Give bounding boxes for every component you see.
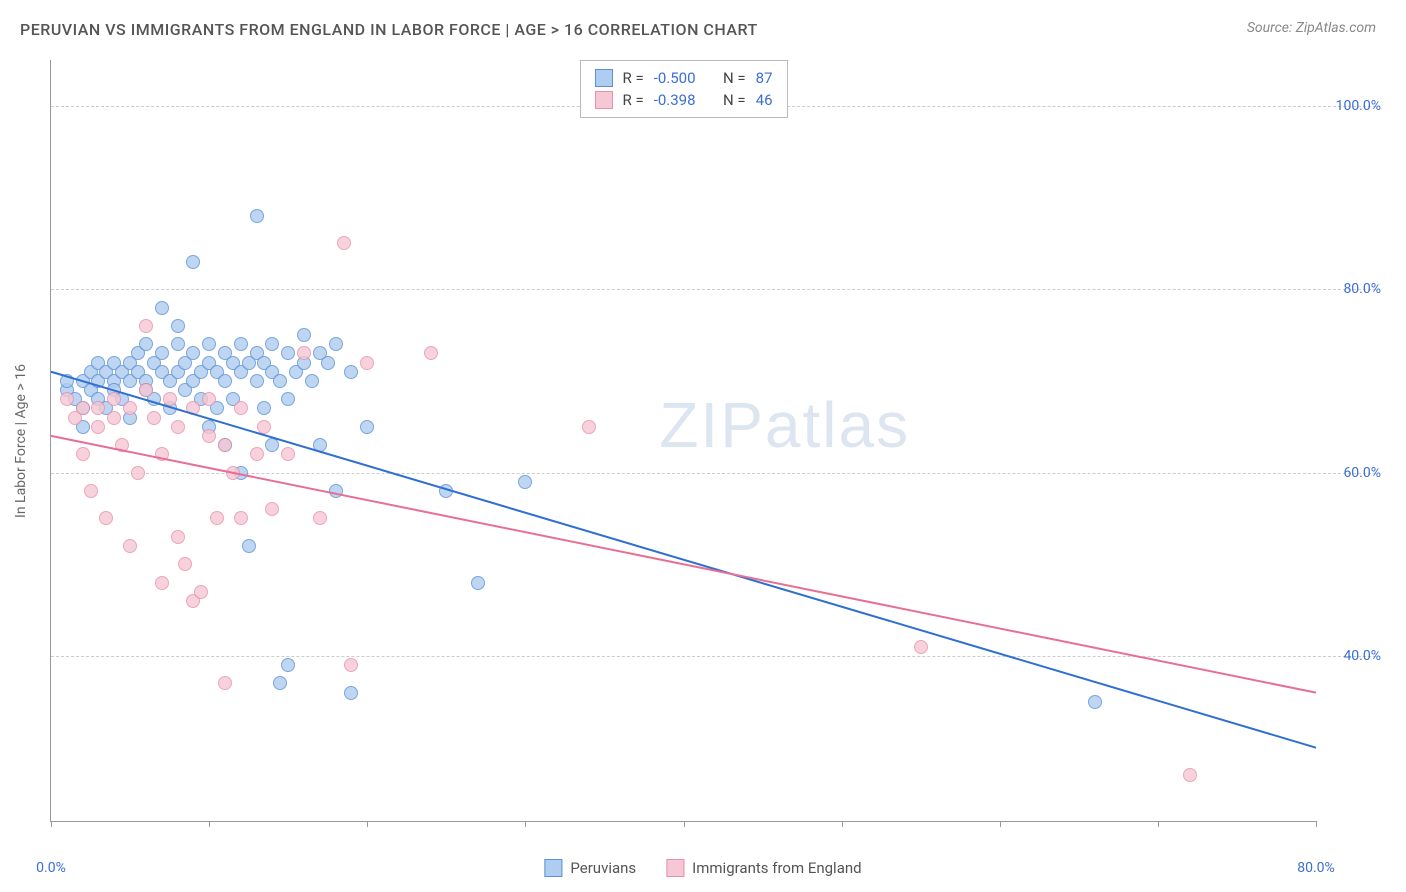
x-tick	[1316, 821, 1317, 827]
x-tick	[1000, 821, 1001, 827]
stat-n-value: 87	[756, 69, 773, 87]
chart-title: PERUVIAN VS IMMIGRANTS FROM ENGLAND IN L…	[20, 20, 758, 39]
y-tick-label: 60.0%	[1326, 465, 1381, 481]
legend-swatch	[594, 91, 612, 109]
stats-row: R = -0.398 N = 46	[594, 89, 772, 111]
stat-r-label: R =	[622, 91, 643, 109]
x-tick	[367, 821, 368, 827]
stat-n-value: 46	[756, 91, 773, 109]
legend-swatch	[666, 859, 684, 877]
legend-item: Immigrants from England	[666, 859, 861, 877]
stats-row: R = -0.500 N = 87	[594, 67, 772, 89]
stat-r-label: R =	[622, 69, 643, 87]
legend-swatch	[594, 69, 612, 87]
source-attribution: Source: ZipAtlas.com	[1247, 20, 1376, 36]
stat-n-label: N =	[723, 91, 746, 109]
x-tick	[525, 821, 526, 827]
chart-area: In Labor Force | Age > 16 40.0%60.0%80.0…	[50, 60, 1316, 822]
y-axis-title: In Labor Force | Age > 16	[13, 364, 29, 518]
legend-swatch	[544, 859, 562, 877]
x-tick-label: 80.0%	[1297, 860, 1335, 876]
y-tick-label: 80.0%	[1326, 281, 1381, 297]
trend-line	[51, 372, 1316, 748]
stat-n-label: N =	[723, 69, 746, 87]
x-tick	[842, 821, 843, 827]
y-tick-label: 40.0%	[1326, 648, 1381, 664]
x-tick	[51, 821, 52, 827]
x-tick	[209, 821, 210, 827]
legend-item: Peruvians	[544, 859, 636, 877]
legend-label: Peruvians	[570, 859, 636, 877]
y-tick-label: 100.0%	[1326, 98, 1381, 114]
x-tick	[684, 821, 685, 827]
stat-r-value: -0.500	[654, 69, 696, 87]
x-tick	[1158, 821, 1159, 827]
trend-line	[51, 436, 1316, 693]
stats-legend: R = -0.500 N = 87 R = -0.398 N = 46	[579, 60, 787, 118]
x-tick-label: 0.0%	[36, 860, 66, 876]
legend-label: Immigrants from England	[692, 859, 861, 877]
series-legend: Peruvians Immigrants from England	[544, 859, 861, 877]
stat-r-value: -0.398	[654, 91, 696, 109]
